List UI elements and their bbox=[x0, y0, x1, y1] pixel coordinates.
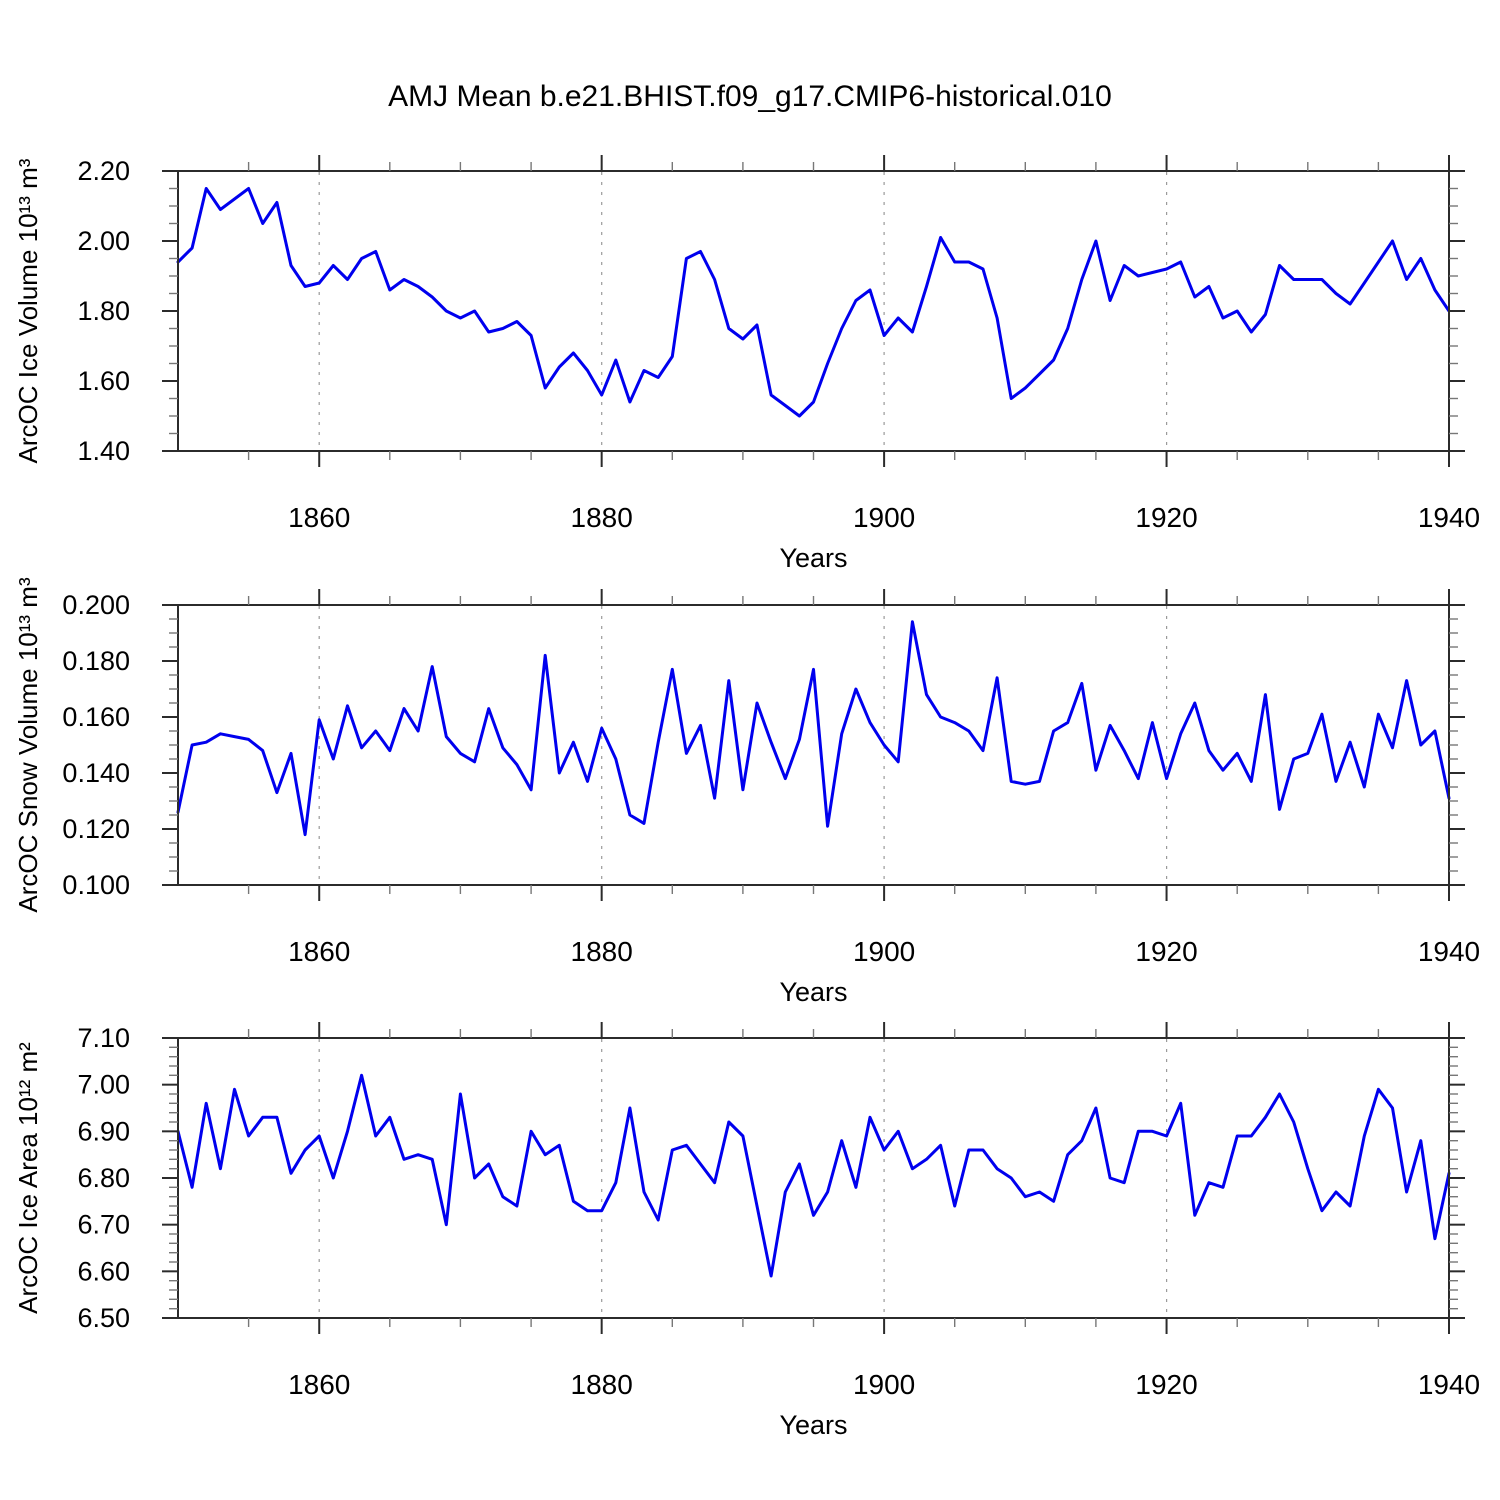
x-tick-label: 1880 bbox=[571, 936, 633, 967]
x-tick-label: 1860 bbox=[288, 502, 350, 533]
plot-box-0 bbox=[177, 170, 1450, 452]
y-tick-label: 7.00 bbox=[77, 1070, 130, 1100]
x-axis-title-ice-volume: Years bbox=[779, 543, 848, 573]
x-tick-label: 1940 bbox=[1418, 502, 1480, 533]
y-tick-label: 0.200 bbox=[62, 590, 130, 620]
series-line-2 bbox=[176, 1073, 1451, 1278]
chart-title: AMJ Mean b.e21.BHIST.f09_g17.CMIP6-histo… bbox=[388, 80, 1112, 113]
x-tick-label: 1900 bbox=[853, 1369, 915, 1400]
y-tick-label: 1.40 bbox=[77, 436, 130, 466]
x-tick-label: 1920 bbox=[1135, 936, 1197, 967]
y-tick-label: 6.50 bbox=[77, 1303, 130, 1333]
y-tick-label: 0.120 bbox=[62, 814, 130, 844]
y-tick-label: 1.60 bbox=[77, 366, 130, 396]
x-tick-label: 1900 bbox=[853, 502, 915, 533]
y-tick-label: 0.160 bbox=[62, 702, 130, 732]
x-tick-label: 1920 bbox=[1135, 1369, 1197, 1400]
series-line-1 bbox=[176, 620, 1451, 837]
x-tick-label: 1860 bbox=[288, 1369, 350, 1400]
y-tick-label: 7.10 bbox=[77, 1023, 130, 1053]
x-tick-label: 1920 bbox=[1135, 502, 1197, 533]
y-tick-label: 0.180 bbox=[62, 646, 130, 676]
y-tick-label: 6.60 bbox=[77, 1256, 130, 1286]
x-tick-label: 1860 bbox=[288, 936, 350, 967]
x-tick-label: 1940 bbox=[1418, 936, 1480, 967]
y-tick-label: 6.70 bbox=[77, 1210, 130, 1240]
plot-box-2 bbox=[177, 1037, 1450, 1319]
x-tick-label: 1880 bbox=[571, 502, 633, 533]
x-tick-label: 1940 bbox=[1418, 1369, 1480, 1400]
x-tick-label: 1900 bbox=[853, 936, 915, 967]
x-tick-label: 1880 bbox=[571, 1369, 633, 1400]
y-tick-label: 6.80 bbox=[77, 1163, 130, 1193]
y-tick-label: 0.140 bbox=[62, 758, 130, 788]
y-tick-label: 2.20 bbox=[77, 156, 130, 186]
y-tick-label: 1.80 bbox=[77, 296, 130, 326]
y-tick-label: 0.100 bbox=[62, 870, 130, 900]
x-axis-title-ice-area: Years bbox=[779, 1410, 848, 1440]
x-axis-title-snow-volume: Years bbox=[779, 977, 848, 1007]
series-line-0 bbox=[176, 187, 1451, 418]
y-tick-label: 6.90 bbox=[77, 1116, 130, 1146]
y-tick-label: 2.00 bbox=[77, 226, 130, 256]
